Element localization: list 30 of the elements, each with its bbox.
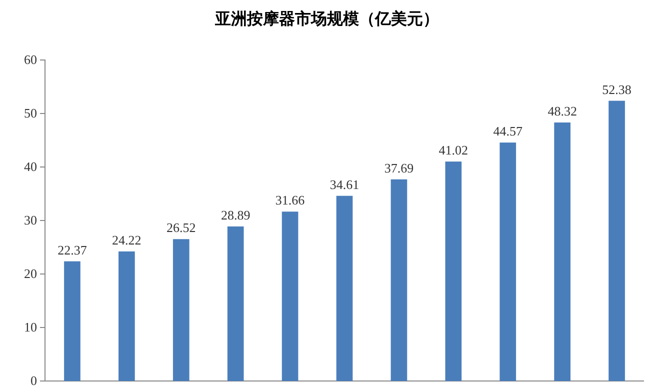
data-label: 22.37 — [58, 242, 88, 258]
bar — [172, 239, 190, 381]
bar — [336, 196, 353, 381]
y-tick-label: 30 — [24, 212, 37, 228]
bar — [500, 142, 516, 381]
data-label: 37.69 — [384, 160, 414, 176]
data-label: 24.22 — [112, 232, 142, 248]
y-tick-label: 20 — [24, 266, 37, 282]
data-label: 31.66 — [275, 192, 306, 208]
data-label: 41.02 — [438, 142, 468, 158]
bar — [554, 122, 570, 381]
y-tick-label: 0 — [30, 373, 37, 388]
bar — [390, 179, 408, 381]
bar — [227, 226, 244, 381]
y-tick-label: 40 — [24, 159, 37, 174]
bar — [64, 261, 80, 381]
y-tick-label: 60 — [24, 52, 37, 68]
bar — [608, 100, 625, 381]
data-label: 52.38 — [602, 82, 632, 97]
y-tick-label: 10 — [24, 320, 37, 335]
data-label: 28.89 — [220, 207, 250, 222]
data-label: 44.57 — [493, 124, 523, 139]
chart-title: 亚洲按摩器市场规模（亿美元） — [214, 9, 439, 28]
data-label: 26.52 — [166, 220, 196, 236]
bar — [282, 212, 298, 381]
data-label: 48.32 — [548, 103, 577, 118]
bar — [118, 251, 135, 381]
y-tick-label: 50 — [24, 106, 37, 121]
data-label: 34.61 — [330, 176, 360, 192]
bar — [445, 162, 462, 381]
